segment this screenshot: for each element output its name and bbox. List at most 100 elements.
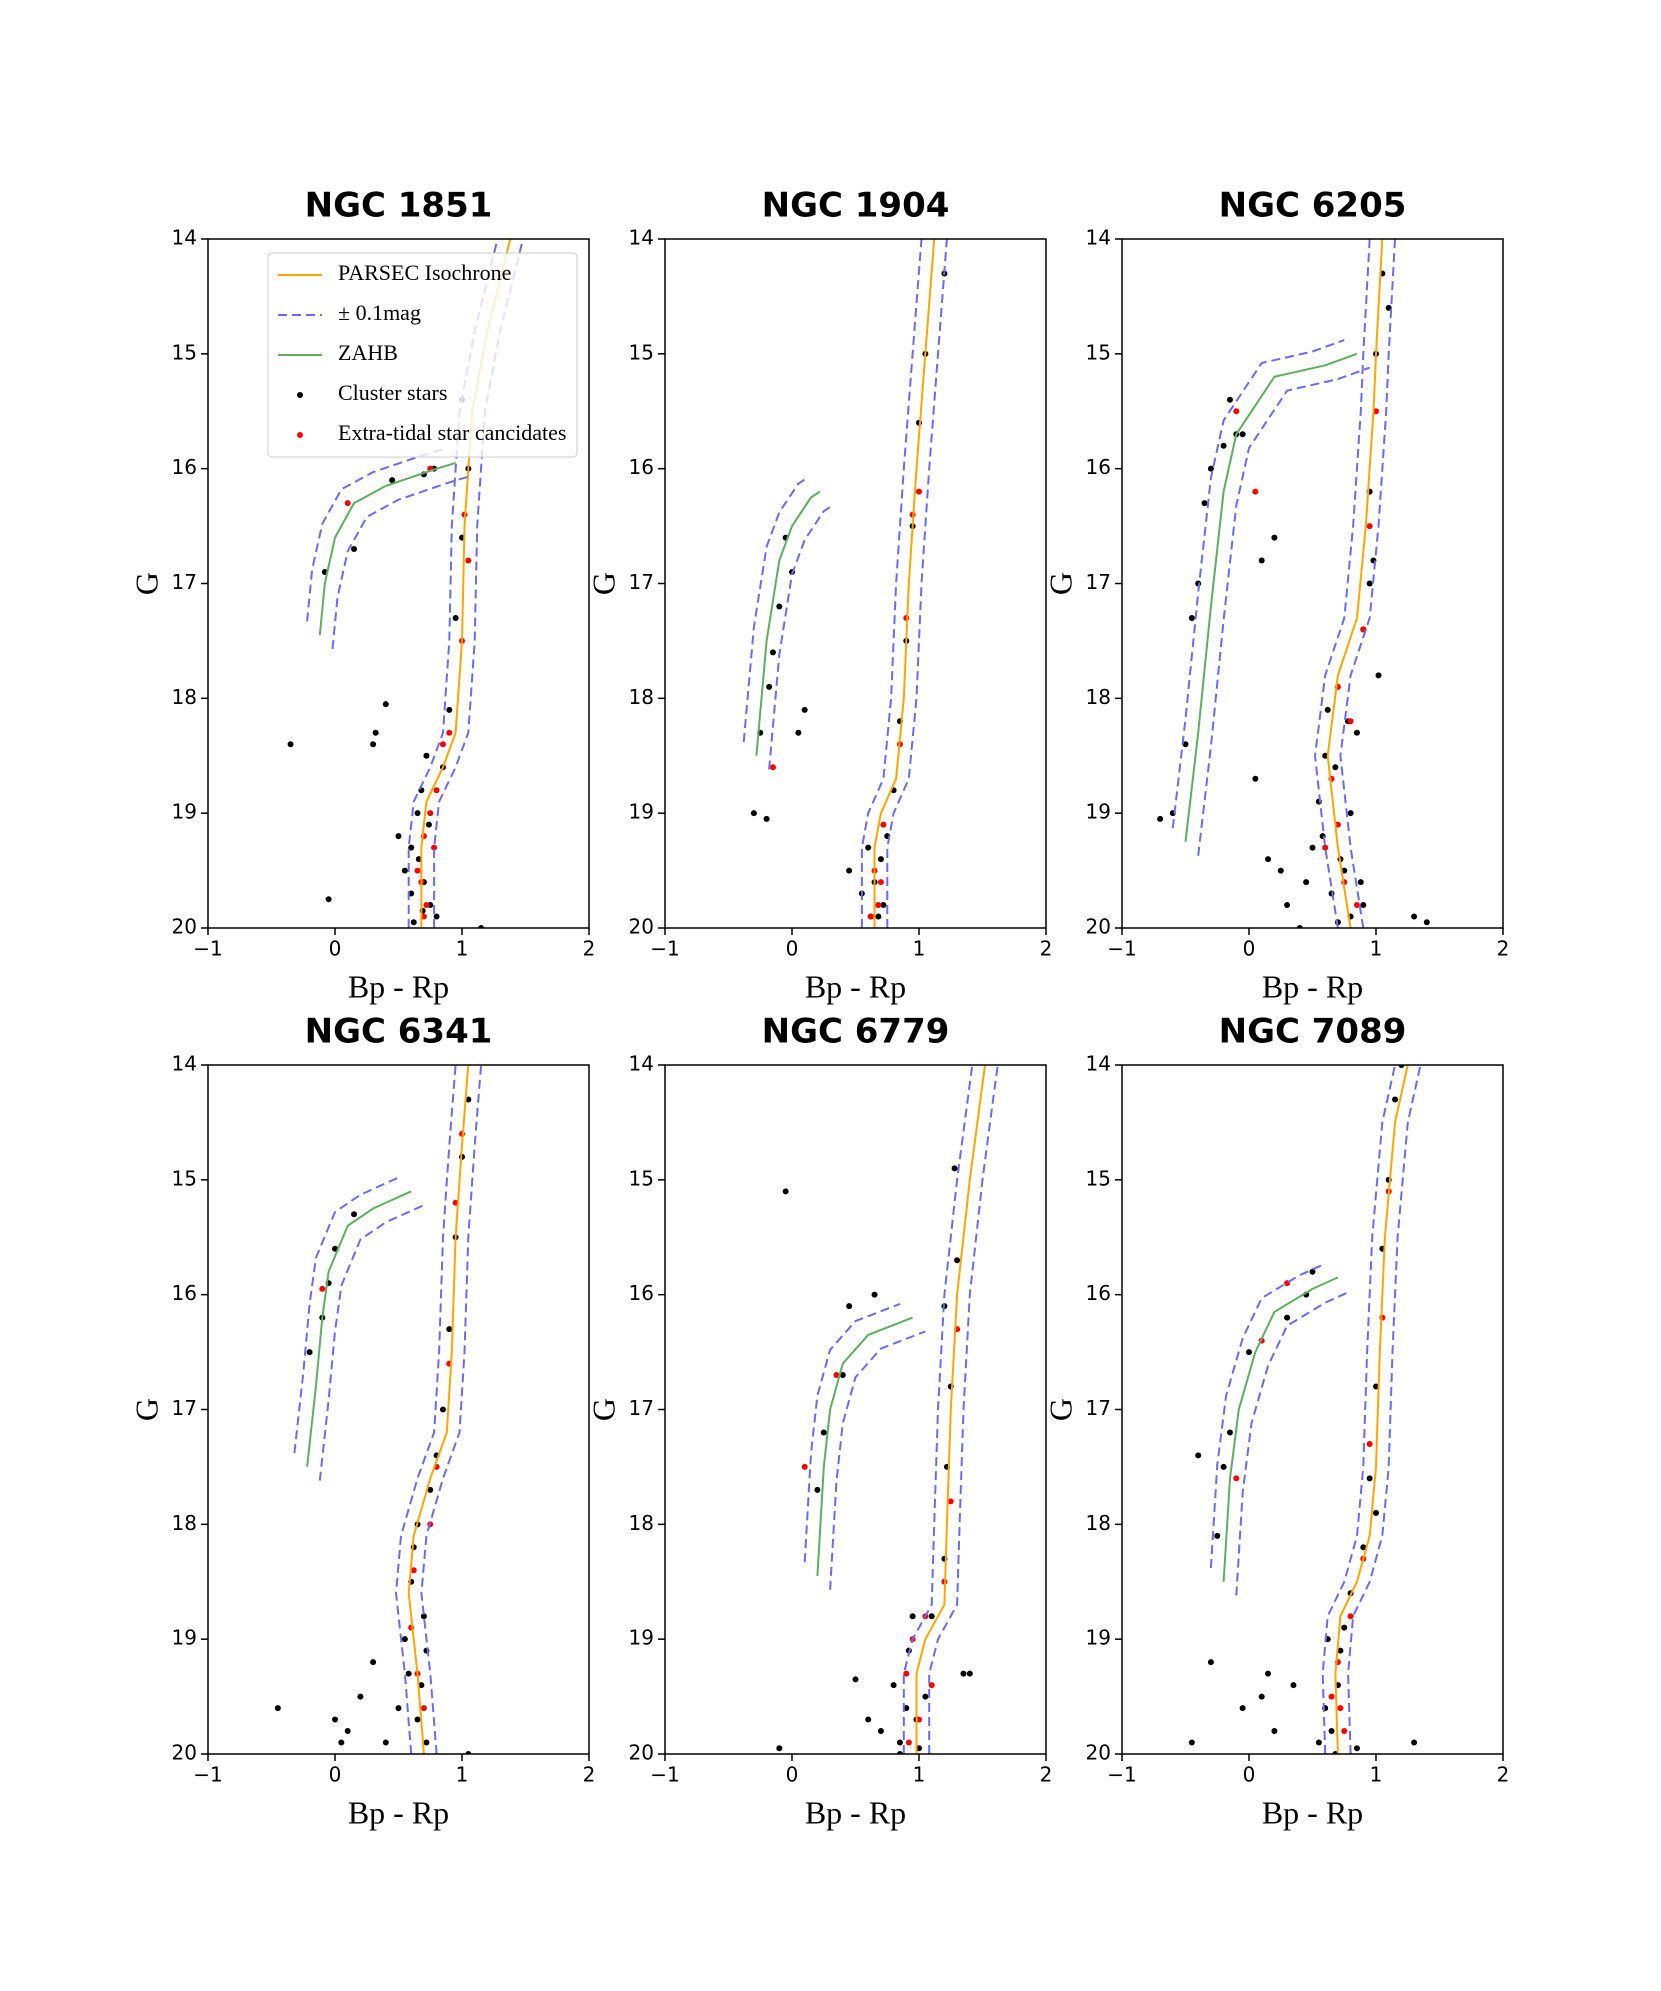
model-line [1222,1276,1339,1582]
star [750,810,757,817]
plot-area [776,1065,999,1754]
panel-title: NGC 1904 [762,186,950,226]
x-axis-label: Bp - Rp [805,968,906,1004]
panel: NGC 1904 −1 0 1 2 14 15 16 17 18 19 20 Bp - Rp G [585,186,1052,1005]
star [433,787,440,794]
y-tick-label: 20 [172,915,197,939]
star [332,1716,338,1723]
star [1353,902,1360,909]
x-tick-label: 2 [583,1763,596,1787]
x-tick-label: 0 [1243,937,1256,961]
y-tick-label: 19 [1086,1626,1111,1650]
star [423,1739,430,1746]
star [446,1326,453,1333]
star [1239,1705,1246,1712]
star [1201,500,1208,507]
plot-area [1157,239,1430,928]
y-tick-label: 16 [1086,1281,1111,1305]
x-tick-label: 1 [1370,1763,1383,1787]
star [1332,764,1339,771]
star [916,488,922,495]
star [1233,1475,1240,1482]
y-tick-label: 19 [629,800,654,824]
star [1347,1613,1354,1620]
y-tick-label: 20 [172,1741,197,1765]
star [1252,775,1259,782]
star [880,902,887,909]
star [410,919,417,926]
star [1182,741,1189,748]
star [420,1705,427,1712]
star [465,557,472,564]
x-tick-label: 0 [786,937,799,961]
star [401,1636,408,1643]
y-axis-label: G [128,1398,164,1421]
star [351,546,358,553]
star [1337,1705,1344,1712]
star [418,1682,425,1689]
star [465,1096,472,1103]
y-tick-label: 17 [629,1396,654,1420]
star [287,741,294,748]
star [372,729,379,736]
star [896,1739,903,1746]
y-tick-label: 17 [1086,1396,1111,1420]
star [1239,431,1246,438]
y-tick-label: 18 [172,685,197,709]
star [1341,1624,1348,1631]
star [344,1728,351,1735]
panel: NGC 1851 −1 0 1 2 14 15 16 17 18 19 20 Bp - Rp G PARSE… [128,186,595,1005]
model-line [407,1065,470,1754]
star [274,1705,281,1712]
x-tick-label: 2 [1040,937,1053,961]
y-tick-label: 20 [629,1741,654,1765]
y-tick-label: 20 [629,915,654,939]
y-tick-label: 19 [172,800,197,824]
star [1360,902,1367,909]
model-line [816,1316,913,1577]
x-tick-label: 0 [1243,1763,1256,1787]
x-tick-label: −1 [650,1763,679,1787]
star [351,1211,358,1218]
y-tick-label: 14 [629,1052,654,1076]
star [1258,557,1265,564]
star [801,1463,808,1470]
star [401,867,408,874]
y-tick-label: 17 [1086,570,1111,594]
band-line [1209,1065,1422,1754]
star [846,867,853,874]
star [1207,1659,1214,1666]
x-tick-label: 0 [786,1763,799,1787]
star [1373,1383,1379,1390]
star [1284,1314,1291,1321]
star [782,1188,789,1195]
y-tick-label: 20 [1086,1741,1111,1765]
legend-marker [297,432,303,438]
y-tick-label: 15 [629,1166,654,1190]
star [370,1659,377,1666]
star [389,477,396,484]
model-line [1326,239,1384,928]
x-tick-label: 1 [456,1763,469,1787]
star [431,844,438,851]
panel: NGC 6779 −1 0 1 2 14 15 16 17 18 19 20 Bp - Rp G [585,1012,1052,1831]
star [1252,488,1259,495]
star [446,729,453,736]
star [890,1682,897,1689]
star [877,856,884,863]
star [966,1670,973,1677]
star [875,913,882,920]
star [370,741,377,748]
panel: NGC 7089 −1 0 1 2 14 15 16 17 18 19 20 Bp - Rp G [1042,1012,1509,1831]
star [1258,1693,1265,1700]
plot-area [1188,1065,1422,1754]
star [820,1429,827,1436]
legend-label: ZAHB [338,340,398,365]
star [795,729,802,736]
x-axis-label: Bp - Rp [348,1794,449,1830]
y-tick-label: 16 [629,1281,654,1305]
star [1284,902,1291,909]
x-axis-label: Bp - Rp [805,1794,906,1830]
panel-title: NGC 6779 [762,1012,950,1052]
